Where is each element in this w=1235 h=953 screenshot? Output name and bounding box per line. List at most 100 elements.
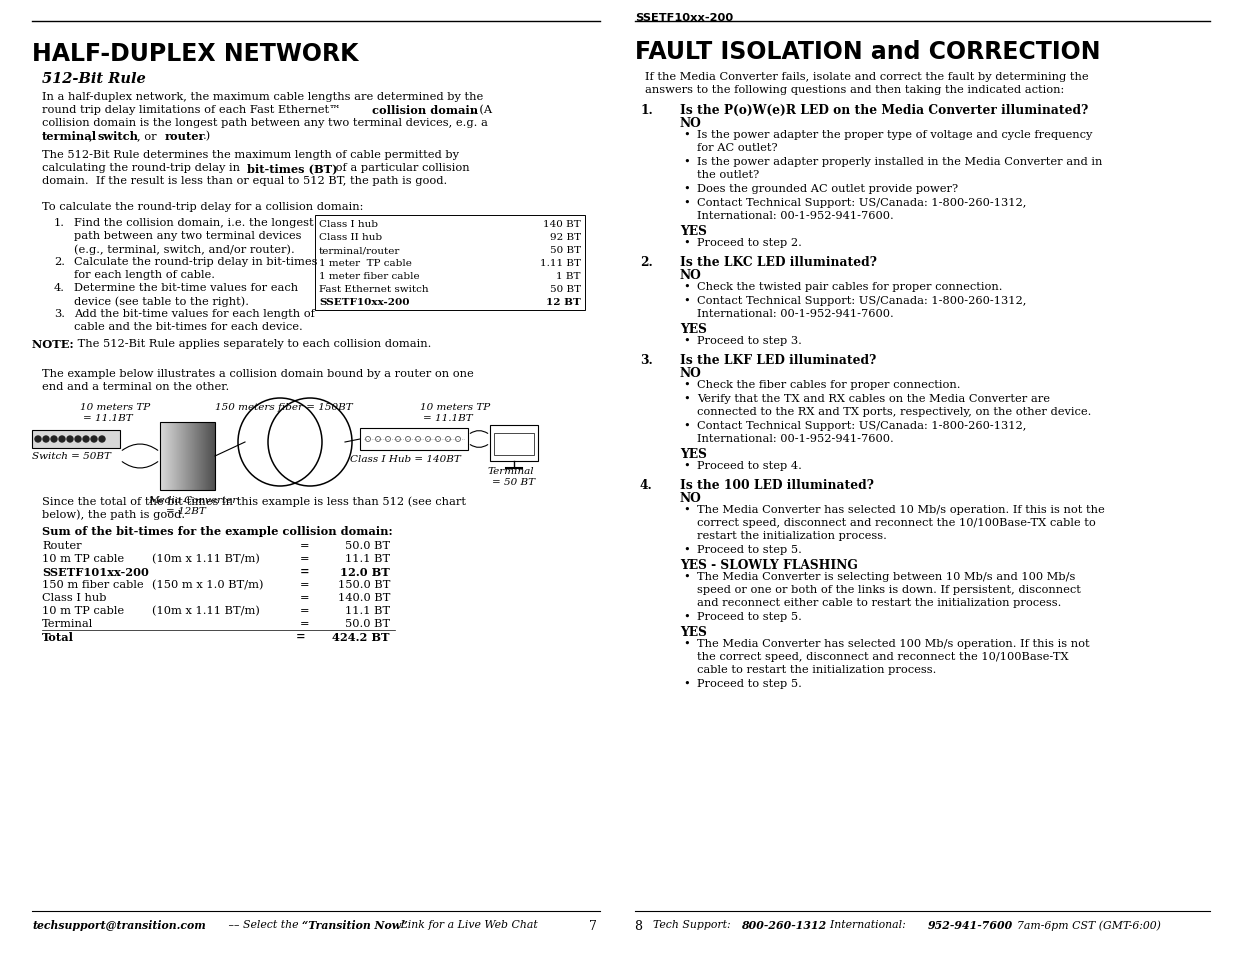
Text: terminal/router: terminal/router: [319, 246, 400, 254]
Text: 140 BT: 140 BT: [543, 220, 580, 229]
Text: switch: switch: [98, 131, 138, 142]
Text: The example below illustrates a collision domain bound by a router on one: The example below illustrates a collisio…: [42, 369, 474, 378]
Text: International: 00-1-952-941-7600.: International: 00-1-952-941-7600.: [697, 211, 894, 221]
Circle shape: [51, 436, 57, 442]
Text: 150 meters fiber = 150BT: 150 meters fiber = 150BT: [215, 402, 353, 412]
Text: •: •: [683, 335, 690, 346]
Text: =: =: [300, 579, 310, 589]
Text: Class II hub: Class II hub: [319, 233, 382, 242]
Text: Verify that the TX and RX cables on the Media Converter are: Verify that the TX and RX cables on the …: [697, 394, 1050, 403]
Text: 1.: 1.: [640, 104, 653, 117]
Text: 3.: 3.: [54, 309, 65, 318]
Text: •: •: [683, 460, 690, 471]
Text: NO: NO: [680, 492, 701, 504]
Bar: [32, 431, 120, 449]
Text: cable to restart the initialization process.: cable to restart the initialization proc…: [697, 664, 936, 675]
Text: 4.: 4.: [54, 283, 65, 293]
Text: Is the power adapter the proper type of voltage and cycle frequency: Is the power adapter the proper type of …: [697, 130, 1093, 140]
Text: =: =: [300, 618, 310, 628]
Text: The Media Converter has selected 100 Mb/s operation. If this is not: The Media Converter has selected 100 Mb/…: [697, 639, 1089, 648]
Text: If the Media Converter fails, isolate and correct the fault by determining the: If the Media Converter fails, isolate an…: [645, 71, 1088, 82]
Text: YES - SLOWLY FLASHING: YES - SLOWLY FLASHING: [680, 558, 858, 572]
Text: = 11.1BT: = 11.1BT: [83, 414, 132, 422]
Text: =: =: [300, 554, 310, 563]
Text: Fast Ethernet switch: Fast Ethernet switch: [319, 285, 429, 294]
Text: 4.: 4.: [640, 478, 653, 492]
Text: •: •: [683, 295, 690, 306]
Text: 7: 7: [589, 919, 597, 932]
Text: YES: YES: [680, 225, 706, 237]
Text: Is the P(o)W(e)R LED on the Media Converter illuminated?: Is the P(o)W(e)R LED on the Media Conver…: [680, 104, 1088, 117]
Text: Determine the bit-time values for each: Determine the bit-time values for each: [74, 283, 298, 293]
Text: 50.0 BT: 50.0 BT: [345, 618, 390, 628]
Text: 8: 8: [635, 919, 647, 932]
Text: device (see table to the right).: device (see table to the right).: [74, 295, 249, 306]
Text: NO: NO: [680, 117, 701, 130]
Text: International:: International:: [823, 919, 909, 929]
Text: answers to the following questions and then taking the indicated action:: answers to the following questions and t…: [645, 85, 1065, 95]
Text: collision domain is the longest path between any two terminal devices, e.g. a: collision domain is the longest path bet…: [42, 118, 488, 128]
Text: •: •: [683, 639, 690, 648]
Text: connected to the RX and TX ports, respectively, on the other device.: connected to the RX and TX ports, respec…: [697, 407, 1092, 416]
Text: 3.: 3.: [640, 354, 653, 367]
Text: (e.g., terminal, switch, and/or router).: (e.g., terminal, switch, and/or router).: [74, 244, 295, 254]
Text: Contact Technical Support: US/Canada: 1-800-260-1312,: Contact Technical Support: US/Canada: 1-…: [697, 295, 1026, 306]
Text: YES: YES: [680, 448, 706, 460]
Text: below), the path is good.: below), the path is good.: [42, 509, 185, 519]
Text: Class I hub: Class I hub: [319, 220, 378, 229]
Text: 11.1 BT: 11.1 BT: [345, 554, 390, 563]
Text: bit-times (BT): bit-times (BT): [247, 163, 337, 173]
Text: FAULT ISOLATION and CORRECTION: FAULT ISOLATION and CORRECTION: [635, 40, 1100, 64]
Text: 2.: 2.: [54, 256, 65, 267]
Text: path between any two terminal devices: path between any two terminal devices: [74, 231, 301, 241]
Text: 2.: 2.: [640, 255, 653, 269]
Text: techsupport@transition.com: techsupport@transition.com: [32, 919, 206, 930]
Text: 11.1 BT: 11.1 BT: [345, 605, 390, 616]
Text: =: =: [300, 593, 310, 602]
Text: Is the LKC LED illuminated?: Is the LKC LED illuminated?: [680, 255, 877, 269]
Text: Proceed to step 5.: Proceed to step 5.: [697, 679, 802, 688]
Text: Is the power adapter properly installed in the Media Converter and in: Is the power adapter properly installed …: [697, 157, 1103, 167]
Text: Link for a Live Web Chat: Link for a Live Web Chat: [396, 919, 537, 929]
Text: terminal: terminal: [42, 131, 98, 142]
Text: =: =: [300, 540, 310, 551]
Text: 150.0 BT: 150.0 BT: [337, 579, 390, 589]
Text: Class I Hub = 140BT: Class I Hub = 140BT: [350, 455, 461, 463]
Text: correct speed, disconnect and reconnect the 10/100Base-TX cable to: correct speed, disconnect and reconnect …: [697, 517, 1095, 527]
Text: = 12BT: = 12BT: [165, 506, 206, 516]
Circle shape: [75, 436, 82, 442]
Text: Media Converter: Media Converter: [148, 496, 237, 504]
Text: , or: , or: [137, 131, 161, 141]
Text: •: •: [683, 544, 690, 555]
Text: Is the LKF LED illuminated?: Is the LKF LED illuminated?: [680, 354, 877, 367]
Text: Terminal: Terminal: [488, 467, 535, 476]
Text: .): .): [203, 131, 211, 141]
Text: YES: YES: [680, 625, 706, 639]
Text: 1.: 1.: [54, 218, 65, 228]
Text: NO: NO: [680, 367, 701, 379]
Bar: [359, 429, 468, 451]
Text: SSETF101xx-200: SSETF101xx-200: [42, 566, 149, 578]
Text: for each length of cable.: for each length of cable.: [74, 270, 215, 280]
Text: 50.0 BT: 50.0 BT: [345, 540, 390, 551]
Text: Contact Technical Support: US/Canada: 1-800-260-1312,: Contact Technical Support: US/Canada: 1-…: [697, 198, 1026, 208]
Text: Proceed to step 2.: Proceed to step 2.: [697, 237, 802, 248]
Text: –– Select the: –– Select the: [225, 919, 303, 929]
Text: NO: NO: [680, 269, 701, 282]
Text: The Media Converter is selecting between 10 Mb/s and 100 Mb/s: The Media Converter is selecting between…: [697, 572, 1076, 581]
Circle shape: [59, 436, 65, 442]
Text: = 11.1BT: = 11.1BT: [424, 414, 473, 422]
Text: 800-260-1312: 800-260-1312: [741, 919, 826, 930]
Text: . (A: . (A: [472, 105, 492, 115]
Text: 10 m TP cable: 10 m TP cable: [42, 554, 125, 563]
Text: Switch = 50BT: Switch = 50BT: [32, 452, 111, 460]
Text: round trip delay limitations of each Fast Ethernet™: round trip delay limitations of each Fas…: [42, 105, 345, 115]
Text: Check the fiber cables for proper connection.: Check the fiber cables for proper connec…: [697, 379, 961, 390]
Bar: [315, 215, 585, 311]
Text: for AC outlet?: for AC outlet?: [697, 143, 778, 152]
Text: 512-Bit Rule: 512-Bit Rule: [42, 71, 146, 86]
Text: 140.0 BT: 140.0 BT: [337, 593, 390, 602]
Text: To calculate the round-trip delay for a collision domain:: To calculate the round-trip delay for a …: [42, 202, 363, 212]
Text: 10 meters TP: 10 meters TP: [80, 402, 151, 412]
Text: •: •: [683, 157, 690, 167]
